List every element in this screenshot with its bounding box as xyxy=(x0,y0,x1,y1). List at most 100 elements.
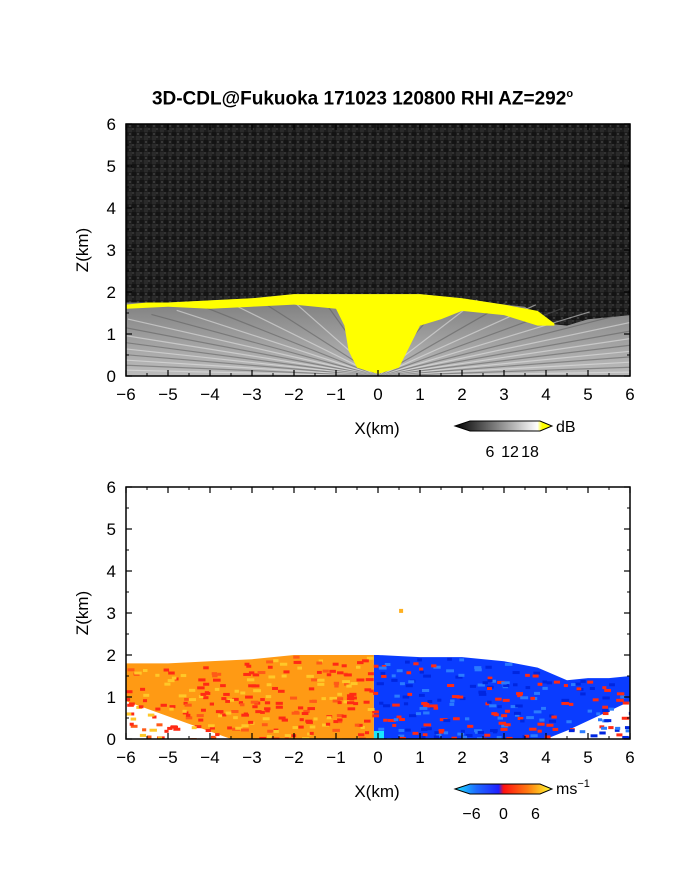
velocity-speckle-cell xyxy=(465,733,473,737)
velocity-speckle-cell xyxy=(489,704,497,708)
velocity-speckle-cell xyxy=(404,660,410,664)
ray-streak xyxy=(127,318,379,376)
velocity-speckle-cell xyxy=(271,729,279,733)
velocity-speckle-cell xyxy=(284,734,292,738)
velocity-speckle-cell xyxy=(376,682,384,686)
velocity-speckle-cell xyxy=(128,702,135,706)
velocity-speckle-cell xyxy=(421,727,428,731)
velocity-speckle-cell xyxy=(487,676,493,680)
velocity-speckle-cell xyxy=(621,716,629,720)
velocity-speckle-cell xyxy=(405,684,413,688)
velocity-speckle-cell xyxy=(212,678,221,682)
velocity-speckle-cell xyxy=(142,699,148,703)
velocity-speckle-cell xyxy=(203,682,210,686)
velocity-speckle-cell xyxy=(391,678,398,682)
velocity-speckle-cell xyxy=(260,698,265,702)
velocity-speckle-cell xyxy=(240,728,249,732)
velocity-speckle-cell xyxy=(369,689,374,693)
velocity-speckle-cell xyxy=(520,719,525,723)
velocity-speckle-cell xyxy=(381,665,387,669)
velocity-speckle-cell xyxy=(502,698,510,702)
velocity-speckle-cell xyxy=(602,696,610,700)
velocity-speckle-cell xyxy=(417,658,422,662)
velocity-speckle-cell xyxy=(260,737,267,739)
velocity-y-ticks: 0 1 2 3 4 5 6 xyxy=(107,478,630,749)
velocity-speckle-cell xyxy=(297,706,304,710)
velocity-speckle-cell xyxy=(346,701,355,705)
velocity-speckle-cell xyxy=(147,713,155,717)
velocity-speckle-cell xyxy=(493,713,499,717)
velocity-speckle-cell xyxy=(333,681,340,685)
velocity-speckle-cell xyxy=(255,710,262,714)
velocity-speckle-cell xyxy=(622,701,629,705)
velocity-speckle-cell xyxy=(309,731,314,735)
velocity-colorbar-unit-base: ms xyxy=(556,781,577,798)
velocity-speckle-cell xyxy=(384,662,391,666)
velocity-speckle-cell xyxy=(347,707,356,711)
velocity-speckle-cell xyxy=(231,709,239,713)
velocity-near-zero-cell xyxy=(374,731,384,739)
velocity-speckle-cell xyxy=(497,680,505,684)
velocity-speckle-cell xyxy=(443,731,449,735)
velocity-speckle-cell xyxy=(447,683,455,687)
velocity-speckle-cell xyxy=(423,674,432,678)
velocity-speckle-cell xyxy=(219,713,227,717)
velocity-x-ticks: −6 −5 −4 −3 −2 −1 0 1 2 3 4 5 6 xyxy=(116,487,635,767)
velocity-speckle-cell xyxy=(142,728,147,732)
velocity-speckle-cell xyxy=(364,731,370,735)
velocity-speckle-cell xyxy=(574,682,581,686)
velocity-colorbar-tick-label: 6 xyxy=(531,806,540,823)
velocity-speckle-cell xyxy=(587,709,593,713)
velocity-speckle-cell xyxy=(252,705,258,709)
velocity-speckle-cell xyxy=(571,683,576,687)
velocity-speckle-cell xyxy=(283,670,290,674)
velocity-speckle-cell xyxy=(169,705,176,709)
velocity-speckle-cell xyxy=(433,706,439,710)
x-tick-label: 3 xyxy=(499,385,508,404)
ray-streak xyxy=(377,350,630,376)
x-tick-label: −6 xyxy=(116,385,135,404)
y-tick-label: 5 xyxy=(107,520,116,539)
velocity-speckle-cell xyxy=(515,713,520,717)
y-tick-label: 1 xyxy=(107,325,116,344)
velocity-speckle-cell xyxy=(504,662,513,666)
velocity-speckle-cell xyxy=(302,737,310,739)
velocity-speckle-cell xyxy=(265,709,270,713)
velocity-speckle-cell xyxy=(223,692,230,696)
velocity-speckle-cell xyxy=(402,695,410,699)
velocity-speckle-cell xyxy=(516,692,524,696)
velocity-speckle-cell xyxy=(279,662,288,666)
velocity-speckle-cell xyxy=(372,714,379,718)
y-tick-label: 3 xyxy=(107,241,116,260)
velocity-speckle-cell xyxy=(264,707,271,711)
velocity-speckle-cell xyxy=(498,721,507,725)
velocity-speckle-cell xyxy=(496,735,502,739)
velocity-speckle-cell xyxy=(333,720,339,724)
ray-streak xyxy=(126,354,379,376)
velocity-speckle-cell xyxy=(358,737,366,739)
velocity-speckle-cell xyxy=(363,719,371,723)
velocity-speckle-cell xyxy=(290,734,297,738)
ray-streak xyxy=(126,364,379,376)
velocity-speckle-cell xyxy=(298,725,304,729)
x-tick-label: 2 xyxy=(457,748,466,767)
velocity-speckle-cell xyxy=(163,668,170,672)
velocity-speckle-cell xyxy=(526,716,534,720)
velocity-speckle-cell xyxy=(309,725,316,729)
velocity-speckle-cell xyxy=(484,733,491,737)
velocity-speckle-cell xyxy=(602,686,607,690)
velocity-speckle-cell xyxy=(272,686,279,690)
velocity-speckle-cell xyxy=(460,729,465,733)
velocity-speckle-cell xyxy=(306,674,314,678)
snr-y-ticks: 0 1 2 3 4 5 6 xyxy=(107,115,630,386)
velocity-speckle-cell xyxy=(268,675,276,679)
velocity-speckle-cell xyxy=(616,692,625,696)
velocity-speckle-cell xyxy=(196,714,204,718)
velocity-speckle-cell xyxy=(423,704,431,708)
velocity-speckle-cell xyxy=(225,699,231,703)
y-tick-label: 6 xyxy=(107,115,116,134)
velocity-speckle-cell xyxy=(266,683,272,687)
velocity-speckle-cell xyxy=(403,702,409,706)
velocity-speckle-cell xyxy=(515,704,523,708)
